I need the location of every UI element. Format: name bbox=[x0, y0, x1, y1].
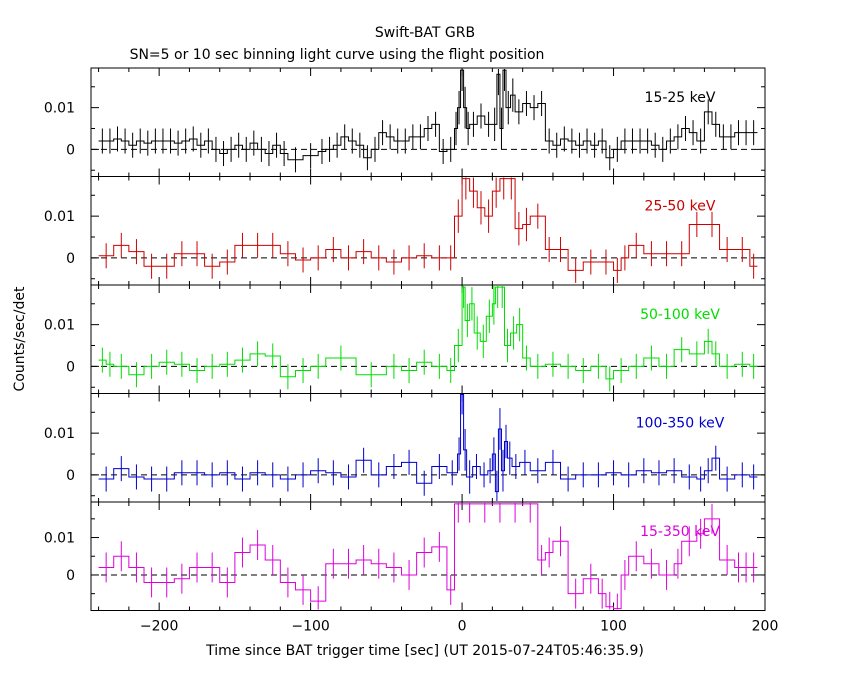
y-tick-label: 0 bbox=[66, 359, 75, 375]
panel-5: 0 0.01 15-350 keV −200 −100 0 100 200 bbox=[44, 501, 779, 635]
x-tick-label: 200 bbox=[752, 619, 779, 635]
x-tick-label: −100 bbox=[291, 619, 329, 635]
series-step-line bbox=[98, 178, 758, 271]
panel-frame bbox=[90, 176, 766, 286]
x-axis-label: Time since BAT trigger time [sec] (UT 20… bbox=[205, 643, 644, 659]
series-step-line bbox=[98, 286, 758, 380]
panel-2: 0 0.01 25-50 keV bbox=[44, 176, 766, 286]
panel-1: 0 0.01 15-25 keV bbox=[44, 67, 766, 177]
panels-group: 0 0.01 15-25 keV 0 0.01 25-50 keV 0 0.01 50-100 … bbox=[44, 67, 779, 635]
series-step-line bbox=[98, 69, 758, 161]
y-tick-label: 0.01 bbox=[44, 531, 75, 547]
series-step-line bbox=[98, 394, 758, 493]
chart-title: Swift-BAT GRB bbox=[375, 25, 475, 41]
y-tick-label: 0.01 bbox=[44, 426, 75, 442]
panel-3: 0 0.01 50-100 keV bbox=[44, 284, 766, 394]
panel-4: 0 0.01 100-350 keV bbox=[44, 393, 766, 503]
panel-energy-label: 15-25 keV bbox=[645, 90, 716, 106]
x-tick-label: 100 bbox=[600, 619, 627, 635]
y-tick-label: 0 bbox=[66, 468, 75, 484]
panel-frame bbox=[90, 393, 766, 503]
y-tick-label: 0.01 bbox=[44, 209, 75, 225]
y-tick-label: 0 bbox=[66, 142, 75, 158]
panel-energy-label: 50-100 keV bbox=[640, 307, 720, 323]
panel-energy-label: 100-350 keV bbox=[636, 416, 725, 432]
x-tick-label: 0 bbox=[458, 619, 467, 635]
panel-energy-label: 25-50 keV bbox=[645, 199, 716, 215]
panel-frame bbox=[90, 284, 766, 394]
y-tick-label: 0.01 bbox=[44, 101, 75, 117]
x-tick-label: −200 bbox=[140, 619, 178, 635]
series-step-line bbox=[98, 503, 758, 610]
panel-frame bbox=[90, 501, 766, 611]
y-tick-label: 0 bbox=[66, 568, 75, 584]
y-tick-label: 0.01 bbox=[44, 318, 75, 334]
y-tick-label: 0 bbox=[66, 251, 75, 267]
chart-subtitle: SN=5 or 10 sec binning light curve using… bbox=[130, 47, 545, 63]
y-axis-label: Counts/sec/det bbox=[12, 286, 28, 391]
panel-energy-label: 15-350 keV bbox=[640, 524, 720, 540]
